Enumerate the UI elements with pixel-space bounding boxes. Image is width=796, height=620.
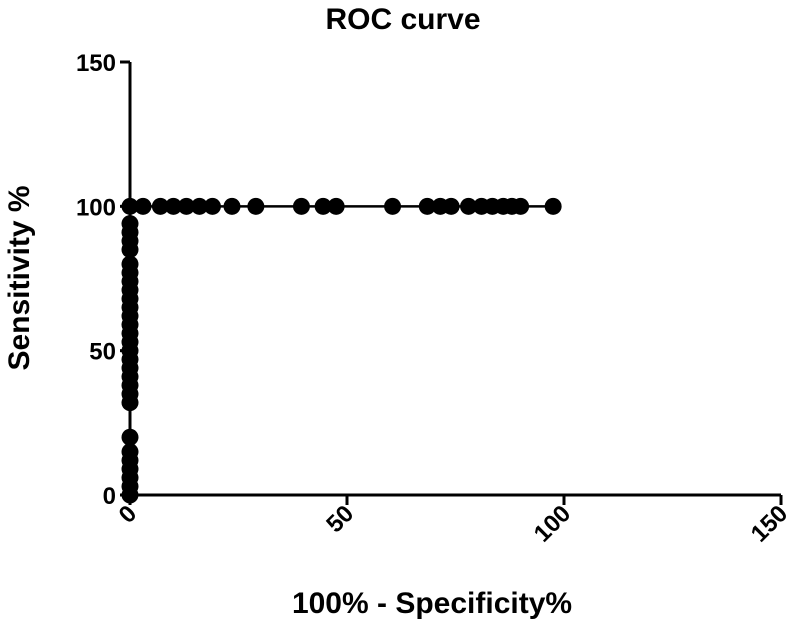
- data-point: [292, 197, 310, 215]
- roc-line: [128, 205, 554, 495]
- x-tick-label: 150: [746, 500, 793, 547]
- series: [121, 197, 562, 504]
- y-tick-label: 50: [89, 339, 116, 366]
- data-point: [190, 197, 208, 215]
- data-point: [203, 197, 221, 215]
- y-tick-label: 150: [76, 50, 116, 77]
- data-point: [121, 443, 139, 461]
- data-point: [121, 255, 139, 273]
- x-axis-label: 100% - Specificity%: [292, 587, 572, 620]
- data-point: [418, 197, 436, 215]
- y-tick-label: 0: [103, 483, 116, 510]
- data-point: [164, 197, 182, 215]
- data-point: [512, 197, 530, 215]
- data-point: [384, 197, 402, 215]
- y-tick-label: 100: [76, 194, 116, 221]
- data-point: [247, 197, 265, 215]
- y-axis-label: Sensitivity %: [3, 185, 36, 370]
- data-point: [442, 197, 460, 215]
- data-point: [544, 197, 562, 215]
- data-point: [151, 197, 169, 215]
- data-point: [134, 197, 152, 215]
- x-tick-label: 50: [321, 500, 359, 538]
- data-point: [121, 197, 139, 215]
- data-point: [314, 197, 332, 215]
- data-point: [223, 197, 241, 215]
- chart-title: ROC curve: [325, 3, 480, 36]
- data-point: [121, 428, 139, 446]
- data-point: [177, 197, 195, 215]
- data-point: [460, 197, 478, 215]
- data-point: [121, 215, 139, 233]
- x-tick-label: 0: [114, 500, 143, 529]
- axes: 0 50 100 150 0 50 100 150: [76, 50, 793, 548]
- x-tick-label: 100: [529, 500, 576, 547]
- data-point: [327, 197, 345, 215]
